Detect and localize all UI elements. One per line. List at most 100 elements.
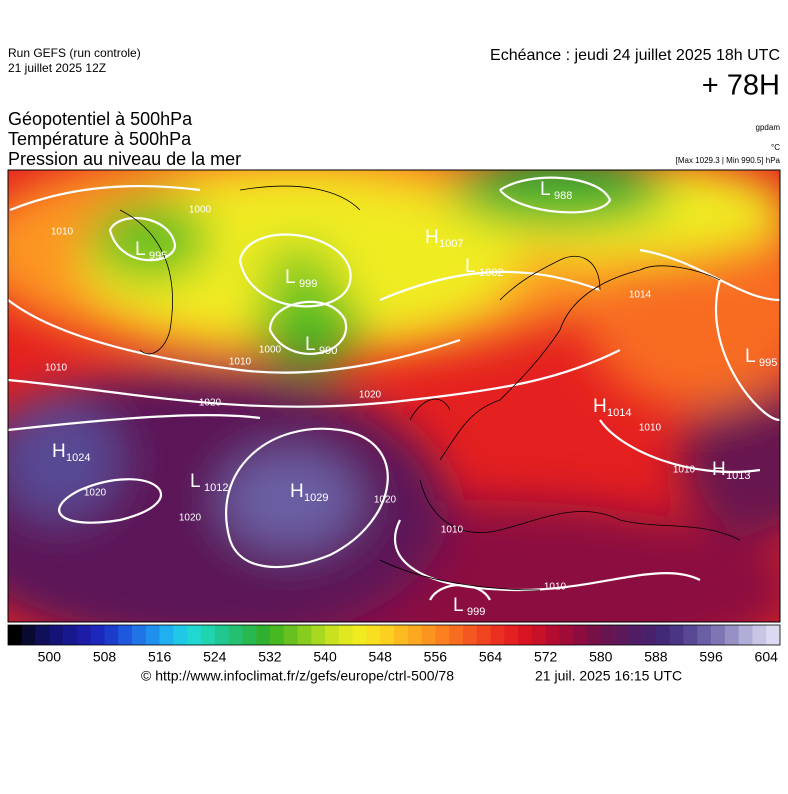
colorbar-swatch (724, 625, 739, 645)
colorbar-swatch (366, 625, 381, 645)
colorbar-frame (7, 624, 781, 646)
colorbar-tick-label: 564 (479, 649, 503, 665)
map (8, 170, 780, 622)
colorbar-swatch (545, 625, 560, 645)
contour-label: 1000 (189, 205, 212, 216)
center-letter: L (745, 346, 756, 367)
colorbar-swatch (394, 625, 409, 645)
colorbar-swatch (118, 625, 133, 645)
colorbar-swatch (104, 625, 119, 645)
center-value: 999 (467, 606, 485, 618)
center-letter: L (465, 256, 476, 277)
contour-label: 1010 (45, 363, 68, 374)
center-value: 990 (319, 345, 337, 357)
source: © http://www.infoclimat.fr/z/gefs/europe… (141, 668, 454, 684)
colorbar-tick-label: 604 (755, 649, 779, 665)
colorbar-tick-label: 596 (699, 649, 723, 665)
colorbar-swatch (587, 625, 602, 645)
center-value: 1007 (439, 238, 463, 250)
colorbar-swatch (35, 625, 50, 645)
center-value: 999 (299, 278, 317, 290)
colorbar-swatch (655, 625, 671, 645)
run-label: Run GEFS (run controle) (8, 46, 141, 60)
title: Géopotentiel à 500hPa (8, 109, 193, 129)
colorbar-swatch (76, 625, 92, 645)
unit-label: gpdam (756, 123, 781, 132)
center-letter: H (712, 459, 726, 480)
center-value: 1029 (304, 492, 328, 504)
title: Pression au niveau de la mer (8, 149, 241, 169)
title: Température à 500hPa (8, 129, 192, 149)
colorbar-swatch (228, 625, 243, 645)
center-value: 995 (149, 250, 167, 262)
unit-label: [Max 1029.3 | Min 990.5] hPa (676, 156, 781, 165)
contour-label: 1010 (639, 423, 662, 434)
colorbar-tick-label: 540 (313, 649, 337, 665)
unit-label: °C (771, 143, 780, 152)
center-value: 995 (759, 357, 777, 369)
colorbar-swatch (614, 625, 629, 645)
colorbar-swatch (752, 625, 767, 645)
colorbar-swatch (352, 625, 367, 645)
center-letter: H (593, 396, 607, 417)
contour-label: 1000 (259, 345, 282, 356)
contour-label: 1020 (374, 495, 397, 506)
lead-time: + 78H (702, 70, 780, 102)
colorbar-swatch (256, 625, 271, 645)
center-letter: L (135, 239, 146, 260)
colorbar-swatch (711, 625, 726, 645)
center-value: 1002 (479, 267, 503, 279)
center-letter: H (290, 481, 304, 502)
colorbar-tick-label: 548 (369, 649, 393, 665)
colorbar-tick-label: 524 (203, 649, 227, 665)
center-value: 1013 (726, 470, 750, 482)
contour-label: 1020 (199, 398, 222, 409)
colorbar-swatch (518, 625, 533, 645)
colorbar-swatch (187, 625, 202, 645)
contour-label: 1020 (179, 513, 202, 524)
colorbar-swatch (21, 625, 36, 645)
colorbar-swatch (600, 625, 615, 645)
colorbar-swatch (242, 625, 257, 645)
colorbar-swatch (132, 625, 147, 645)
colorbar-swatch (766, 625, 781, 645)
colorbar-swatch (435, 625, 450, 645)
colorbar-swatch (380, 625, 395, 645)
colorbar-swatch (173, 625, 188, 645)
colorbar-swatch (462, 625, 478, 645)
colorbar-swatch (504, 625, 519, 645)
colorbar-swatch (490, 625, 505, 645)
contour-label: 1010 (229, 357, 252, 368)
colorbar-tick-label: 572 (534, 649, 558, 665)
center-letter: H (52, 441, 66, 462)
colorbar-swatch (531, 625, 546, 645)
colorbar-swatch (325, 625, 340, 645)
run-date: 21 juillet 2025 12Z (8, 61, 106, 75)
colorbar-swatch (683, 625, 698, 645)
colorbar-swatch (311, 625, 326, 645)
colorbar-swatch (283, 625, 298, 645)
colorbar-swatch (214, 625, 229, 645)
colorbar-swatch (697, 625, 712, 645)
center-letter: H (425, 227, 439, 248)
center-value: 988 (554, 190, 572, 202)
colorbar-swatch (642, 625, 657, 645)
contour-label: 1020 (84, 488, 107, 499)
colorbar-swatch (738, 625, 753, 645)
contour-label: 1020 (359, 390, 382, 401)
colorbar-swatch (559, 625, 574, 645)
generated: 21 juil. 2025 16:15 UTC (535, 668, 682, 684)
colorbar-swatch (476, 625, 491, 645)
contour-label: 1014 (629, 290, 652, 301)
colorbar-tick-label: 532 (258, 649, 282, 665)
colorbar-swatch (338, 625, 353, 645)
colorbar-swatch (628, 625, 643, 645)
center-letter: L (305, 334, 316, 355)
center-letter: L (453, 595, 464, 616)
colorbar-swatch (297, 625, 312, 645)
center-value: 1012 (204, 482, 228, 494)
center-letter: L (540, 179, 551, 200)
contour-label: 1010 (441, 525, 464, 536)
